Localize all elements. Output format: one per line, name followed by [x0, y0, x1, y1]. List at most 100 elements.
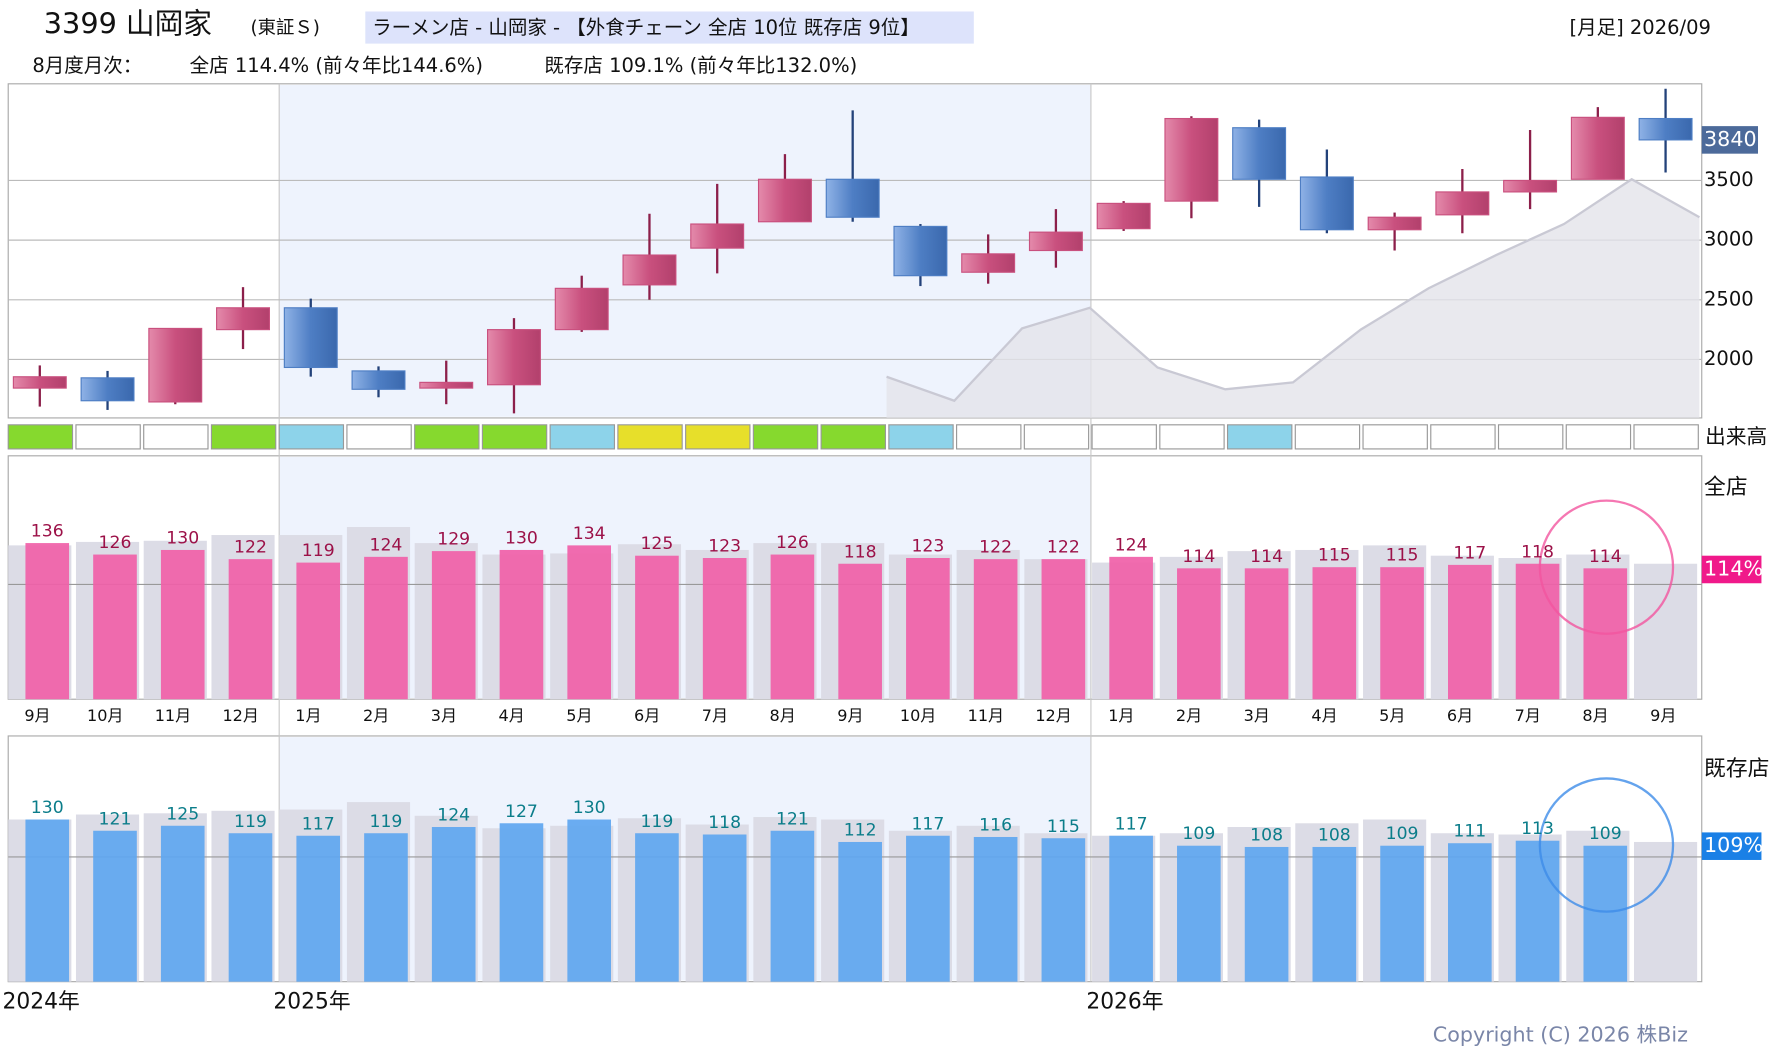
- x-tick-label: 3月: [1244, 706, 1270, 725]
- bar: [1312, 567, 1357, 700]
- x-tick-label: 9月: [24, 706, 50, 725]
- value-label: 121: [99, 809, 132, 829]
- bar: [1448, 564, 1492, 700]
- x-tick-label: 10月: [87, 706, 124, 725]
- bar: [1380, 567, 1424, 700]
- panel-label: 全店: [1704, 475, 1748, 500]
- value-label: 115: [1047, 817, 1080, 837]
- prior-area: [886, 179, 1700, 418]
- prior-bar: [1634, 563, 1698, 700]
- value-label: 108: [1318, 825, 1351, 845]
- bar: [702, 558, 747, 700]
- x-tick-label: 2月: [363, 706, 389, 725]
- candle-body: [1232, 127, 1287, 180]
- value-label: 115: [1318, 546, 1351, 566]
- bar: [838, 563, 882, 700]
- bar: [1448, 843, 1492, 982]
- plot: [7, 88, 1702, 982]
- value-label: 130: [505, 528, 538, 548]
- value-label: 117: [302, 814, 335, 834]
- value-label: 111: [1453, 822, 1486, 842]
- value-label: 119: [640, 812, 673, 832]
- value-label: 124: [437, 806, 470, 826]
- existing-stores: 既存店 109.1% (前々年比132.0%): [544, 54, 857, 77]
- y-tick-label: 3000: [1704, 228, 1754, 251]
- bar: [906, 835, 950, 982]
- bar: [567, 545, 611, 700]
- year-band: [279, 456, 1091, 699]
- volume-cell: [1565, 424, 1632, 450]
- x-tick-label: 4月: [499, 706, 525, 725]
- volume-cell: [956, 424, 1022, 450]
- candle-body: [486, 329, 541, 386]
- y-tick-label: 2000: [1704, 347, 1754, 370]
- value-label: 123: [911, 537, 944, 557]
- value-label: 112: [844, 820, 877, 840]
- year-band: [279, 84, 1091, 417]
- panel-label: 既存店: [1704, 756, 1769, 781]
- x-tick-label: 6月: [1447, 706, 1473, 725]
- candle-body: [351, 370, 406, 390]
- value-label: 114: [1250, 547, 1283, 567]
- value-label: 108: [1250, 825, 1283, 845]
- value-label: 113: [1521, 819, 1554, 839]
- year-label: 2026年: [1086, 989, 1163, 1014]
- candle-body: [1164, 117, 1219, 202]
- bar: [431, 551, 476, 700]
- bar: [838, 841, 882, 982]
- candle-body: [283, 307, 338, 369]
- candle-body: [1570, 116, 1625, 180]
- bar: [25, 543, 70, 700]
- value-label: 130: [573, 798, 606, 818]
- year-label: 2024年: [2, 989, 79, 1014]
- x-tick-label: 5月: [1379, 706, 1405, 725]
- volume-cell: [1497, 424, 1564, 450]
- value-label: 121: [776, 809, 809, 829]
- candle-body: [1096, 202, 1151, 230]
- volume-cell: [143, 424, 209, 450]
- bar: [364, 833, 408, 982]
- bar: [499, 549, 544, 700]
- x-tick-label: 3月: [431, 706, 457, 725]
- x-tick-label: 4月: [1311, 706, 1337, 725]
- value-label: 114: [1182, 547, 1215, 567]
- bar: [973, 559, 1018, 700]
- period: [月足] 2026/09: [1569, 16, 1710, 39]
- bar: [1312, 846, 1357, 982]
- bar: [702, 834, 747, 982]
- volume-cell: [549, 424, 616, 450]
- bar: [1244, 568, 1289, 700]
- volume-cell: [1294, 424, 1361, 450]
- candle-body: [1503, 179, 1558, 193]
- bar: [1109, 835, 1153, 982]
- volume-cell: [888, 424, 954, 450]
- x-tick-label: 9月: [837, 706, 863, 725]
- prior-line: [886, 177, 1701, 403]
- year-label: 2025年: [273, 989, 350, 1014]
- all-stores: 全店 114.4% (前々年比144.6%): [190, 54, 483, 77]
- tag: ラーメン店 - 山岡家 - 【外食チェーン 全店 10位 既存店 9位】: [372, 16, 920, 39]
- copyright: Copyright (C) 2026 株Biz: [1433, 1023, 1688, 1047]
- value-label: 122: [979, 538, 1012, 558]
- candle-body: [419, 381, 474, 389]
- candle-body: [12, 376, 67, 389]
- bar: [770, 830, 815, 982]
- value-label: 117: [911, 814, 944, 834]
- volume-cell: [752, 424, 819, 450]
- y-tick-label: 2500: [1704, 287, 1754, 310]
- bar: [770, 554, 815, 700]
- x-tick-label: 7月: [1515, 706, 1541, 725]
- candle-body: [80, 377, 135, 402]
- value-label: 117: [1115, 814, 1148, 834]
- volume-cell: [1091, 424, 1157, 450]
- volume-cell: [1633, 424, 1699, 450]
- x-tick-label: 8月: [1582, 706, 1608, 725]
- value-label: 136: [31, 522, 64, 542]
- volume-cell: [7, 424, 74, 450]
- value-label: 134: [573, 524, 606, 544]
- volume-cell: [278, 424, 345, 450]
- title: 3399 山岡家: [44, 6, 212, 40]
- highlight: [1538, 499, 1675, 635]
- bar: [228, 559, 273, 700]
- x-tick-label: 11月: [155, 706, 192, 725]
